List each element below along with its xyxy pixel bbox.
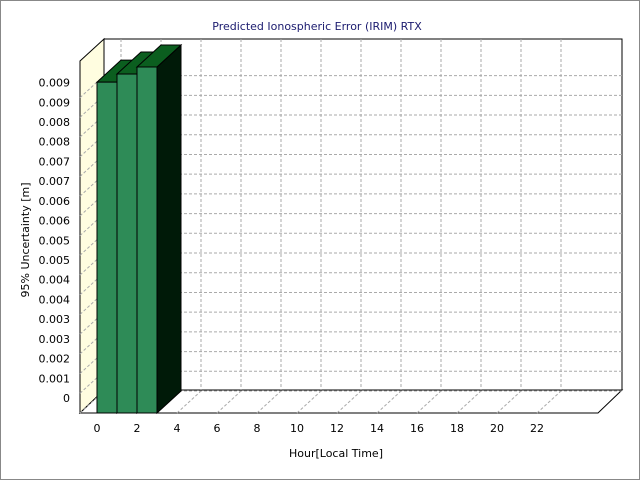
- grid-line: [216, 390, 242, 414]
- x-tick-label: 16: [410, 422, 424, 435]
- y-tick-label: 0.009: [39, 96, 71, 109]
- y-tick-label: 0.002: [39, 353, 71, 366]
- grid-line: [176, 390, 202, 414]
- x-tick-label: 18: [450, 422, 464, 435]
- chart-title: Predicted Ionospheric Error (IRIM) RTX: [212, 20, 422, 33]
- y-tick-label: 0.003: [39, 313, 71, 326]
- grid-line: [456, 390, 482, 414]
- grid-line: [416, 390, 442, 414]
- x-tick-label: 0: [94, 422, 101, 435]
- y-tick-label: 0.009: [39, 77, 71, 90]
- y-axis-label: 95% Uncertainty [m]: [19, 182, 32, 297]
- y-tick-label: 0.007: [39, 175, 71, 188]
- y-tick-label: 0.005: [39, 254, 71, 267]
- grid-line: [296, 390, 322, 414]
- x-tick-label: 12: [330, 422, 344, 435]
- y-tick-label: 0.004: [39, 274, 71, 287]
- grid-line: [336, 390, 362, 414]
- x-tick-label: 22: [530, 422, 544, 435]
- x-tick-label: 10: [290, 422, 304, 435]
- x-tick-label: 6: [214, 422, 221, 435]
- x-tick-label: 8: [254, 422, 261, 435]
- grid-line: [496, 390, 522, 414]
- y-tick-label: 0.006: [39, 215, 71, 228]
- y-tick-label: 0.007: [39, 155, 71, 168]
- y-tick-label: 0.006: [39, 195, 71, 208]
- y-tick-label: 0.001: [39, 372, 71, 385]
- x-axis-label: Hour[Local Time]: [289, 447, 383, 460]
- x-tick-label: 14: [370, 422, 384, 435]
- y-tick-label: 0.005: [39, 234, 71, 247]
- y-tick-label: 0.008: [39, 136, 71, 149]
- bar: [96, 81, 118, 414]
- grid-line: [256, 390, 282, 414]
- x-tick-label: 2: [134, 422, 141, 435]
- back-wall: [103, 38, 623, 391]
- bar: [116, 73, 138, 414]
- bar-side: [156, 43, 182, 415]
- bar: [136, 66, 158, 414]
- y-tick-label: 0.008: [39, 116, 71, 129]
- y-tick-label: 0.003: [39, 333, 71, 346]
- grid-line: [536, 390, 562, 414]
- x-tick-label: 4: [174, 422, 181, 435]
- grid-line: [376, 390, 402, 414]
- y-tick-label: 0: [63, 392, 70, 405]
- x-tick-label: 20: [490, 422, 504, 435]
- y-tick-label: 0.004: [39, 293, 71, 306]
